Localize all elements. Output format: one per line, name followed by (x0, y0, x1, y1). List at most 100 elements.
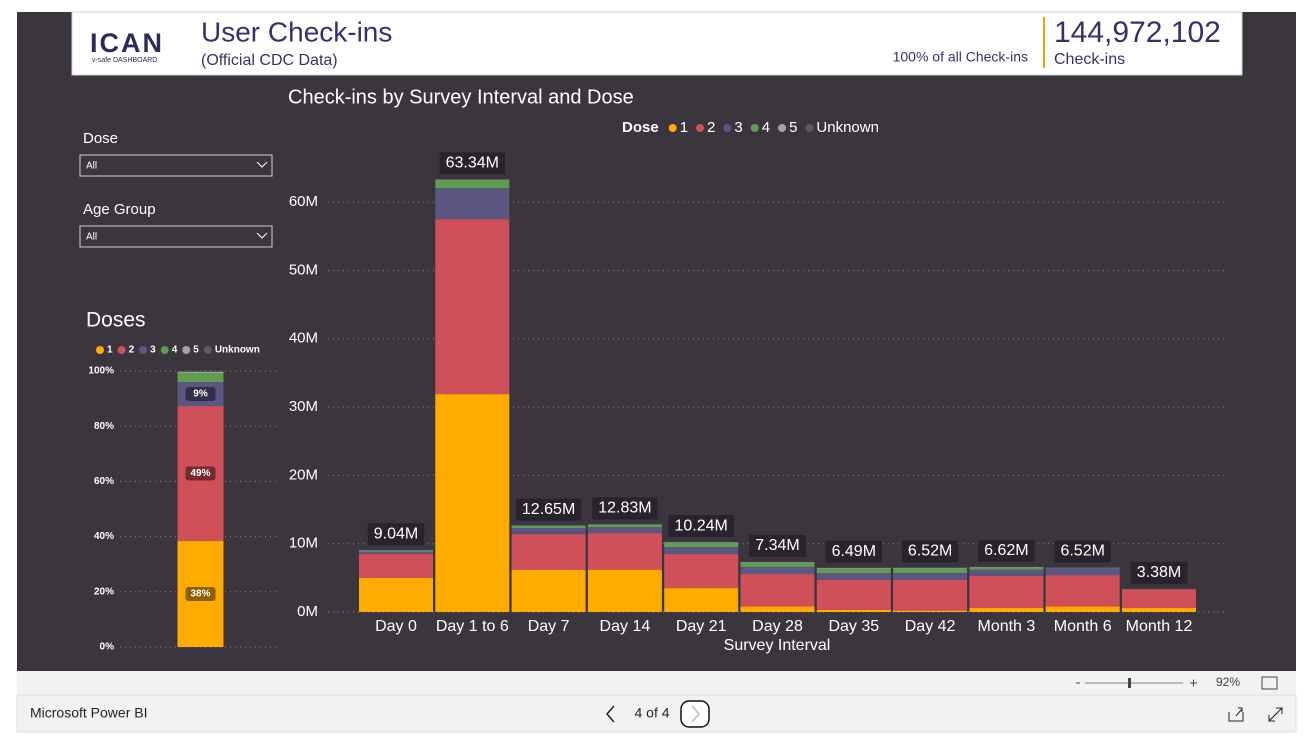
y-tick-label: 50M (289, 261, 318, 278)
chart-title: Check-ins by Survey Interval and Dose (288, 86, 634, 108)
app-name: Microsoft Power BI (30, 705, 147, 721)
y-tick-label: 40M (289, 330, 318, 347)
total-label: 6.52M (1060, 543, 1104, 560)
y-tick-label: 40% (94, 531, 114, 542)
total-label: 7.34M (755, 537, 799, 554)
total-label: 12.65M (522, 501, 575, 518)
filter-label: Dose (83, 130, 118, 147)
total-label-bg (1130, 561, 1188, 584)
x-tick-label: Day 28 (752, 618, 803, 635)
bar-segment (740, 562, 815, 563)
filter-dropdown[interactable] (79, 154, 273, 177)
data-label: 38% (190, 589, 210, 600)
bar-segment (893, 610, 968, 612)
x-tick-label: Month 3 (977, 618, 1035, 635)
bar-segment (435, 219, 510, 395)
legend-marker (203, 346, 212, 354)
bar-segment (969, 569, 1044, 576)
total-label-bg (668, 515, 734, 538)
page-subtitle: (Official CDC Data) (201, 52, 338, 69)
x-tick-label: Day 35 (828, 618, 879, 635)
total-label-bg (515, 498, 582, 521)
total-label: 3.38M (1137, 564, 1181, 581)
prev-page[interactable] (606, 705, 615, 723)
y-tick-label: 100% (88, 366, 114, 377)
legend-marker (696, 124, 705, 132)
bar-segment (969, 607, 1044, 612)
x-axis-title: Survey Interval (724, 637, 831, 654)
legend-label: 1 (680, 119, 688, 136)
bar-segment (1045, 568, 1120, 576)
total-label-bg (978, 539, 1035, 562)
legend-title: Dose (622, 119, 659, 136)
bar-segment (816, 568, 891, 574)
share[interactable] (1228, 707, 1244, 722)
y-tick-label: 0% (100, 642, 115, 653)
bar-segment (359, 551, 433, 554)
legend-label: 2 (707, 119, 715, 136)
legend-marker (668, 124, 677, 132)
bar-segment (1122, 607, 1196, 612)
bar-segment (511, 525, 586, 528)
legend-marker (750, 124, 759, 132)
bar-segment (1122, 589, 1196, 608)
legend-marker (182, 346, 191, 354)
bar-segment (359, 553, 433, 578)
total-label: 63.34M (446, 155, 499, 172)
bar-segment (816, 579, 891, 610)
bar-segment (893, 573, 968, 580)
legend-marker (723, 124, 732, 132)
x-tick-label: Day 42 (905, 618, 956, 635)
total-label-bg (592, 497, 658, 520)
bar-segment (511, 527, 586, 535)
bar-segment (177, 382, 224, 407)
legend-marker (117, 346, 126, 354)
legend-marker (96, 346, 104, 354)
next-page[interactable] (680, 700, 710, 728)
zoom-in[interactable] (1190, 679, 1197, 687)
bar-segment (359, 577, 433, 612)
zoom-thumb[interactable] (1128, 678, 1131, 688)
page-title: User Check-ins (201, 16, 392, 47)
bar-segment (664, 547, 739, 554)
header-bar (71, 11, 1243, 76)
bar-segment (359, 551, 433, 552)
legend-label: Unknown (816, 119, 879, 136)
total-label-bg (439, 152, 505, 175)
bar-segment (740, 562, 815, 567)
bar-segment (969, 567, 1044, 568)
filter-label: Age Group (83, 201, 156, 218)
next-arrow (691, 705, 700, 723)
bar-segment (177, 541, 224, 647)
y-tick-label: 20% (94, 586, 114, 597)
total-label-bg (825, 540, 883, 563)
legend-label: 1 (107, 345, 113, 356)
bar-segment (587, 569, 662, 612)
x-tick-label: Month 6 (1054, 618, 1112, 635)
legend-label: 4 (172, 345, 178, 356)
y-tick-label: 0M (297, 603, 318, 620)
page-indicator: 4 of 4 (634, 705, 669, 721)
bar-segment (511, 534, 586, 570)
bar-segment (177, 371, 224, 372)
data-label: 49% (190, 468, 210, 479)
bar-segment (435, 180, 510, 189)
fullscreen[interactable] (1268, 707, 1283, 722)
bar-segment (664, 542, 739, 544)
total-label: 6.62M (984, 542, 1028, 559)
legend-marker (805, 124, 814, 132)
y-tick-label: 30M (289, 398, 318, 415)
y-tick-label: 60M (289, 193, 318, 210)
total-label-bg (367, 523, 425, 546)
total-label: 10.24M (675, 517, 728, 534)
total-label: 6.52M (908, 543, 952, 560)
fit-page[interactable] (1261, 676, 1278, 690)
chart-title: Doses (86, 309, 146, 332)
y-tick-label: 20M (289, 466, 318, 483)
bar-segment (177, 406, 224, 542)
bar-segment (587, 526, 662, 534)
bar-segment (177, 371, 224, 373)
filter-dropdown[interactable] (79, 225, 273, 248)
bar-segment (435, 179, 510, 181)
y-tick-label: 80% (94, 421, 114, 432)
